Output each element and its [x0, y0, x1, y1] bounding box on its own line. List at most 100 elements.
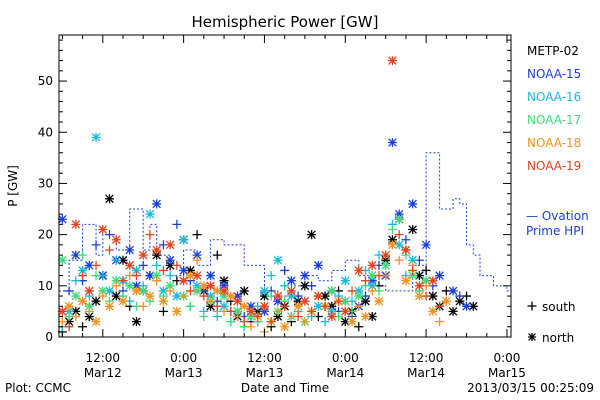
data-point-north — [84, 301, 94, 311]
x-tick-label: 12:00 — [247, 351, 282, 365]
data-point-south — [145, 230, 155, 240]
data-point-south — [212, 250, 222, 260]
data-point-north — [226, 291, 236, 301]
data-point-south — [131, 271, 141, 281]
data-point-south — [300, 317, 310, 327]
data-point-south — [199, 312, 209, 322]
data-point-south — [206, 296, 216, 306]
data-point-south — [354, 301, 364, 311]
data-point-south — [84, 306, 94, 316]
data-point-north — [259, 306, 269, 316]
data-point-north — [414, 281, 424, 291]
data-point-north — [307, 230, 317, 240]
data-point-south — [111, 281, 121, 291]
data-point-north — [84, 260, 94, 270]
data-point-north — [125, 281, 135, 291]
data-point-north — [172, 291, 182, 301]
data-point-south — [320, 301, 330, 311]
data-point-north — [273, 255, 283, 265]
data-point-south — [105, 245, 115, 255]
data-point-north — [219, 286, 229, 296]
data-point-north — [219, 276, 229, 286]
data-point-north — [313, 301, 323, 311]
data-point-north — [158, 296, 168, 306]
data-point-north — [448, 306, 458, 316]
data-point-south — [199, 291, 209, 301]
data-point-south — [280, 301, 290, 311]
data-point-south — [239, 317, 249, 327]
data-point-south — [111, 255, 121, 265]
data-point-north — [313, 260, 323, 270]
data-point-south — [307, 281, 317, 291]
data-point-north — [219, 281, 229, 291]
data-point-north — [179, 265, 189, 275]
x-tick-label: 12:00 — [85, 351, 120, 365]
data-point-north — [327, 301, 337, 311]
data-point-north — [192, 286, 202, 296]
plot-credit: Plot: CCMC — [5, 381, 71, 395]
data-point-north — [185, 265, 195, 275]
x-tick-label: 0:00 — [170, 351, 197, 365]
data-point-north — [462, 301, 472, 311]
data-point-north — [165, 260, 175, 270]
plot-frame — [58, 34, 512, 338]
data-point-north — [441, 296, 451, 306]
data-point-north — [152, 250, 162, 260]
data-point-north — [105, 286, 115, 296]
data-point-north — [327, 312, 337, 322]
x-tick-label: Mar15 — [488, 366, 526, 380]
data-point-north — [91, 317, 101, 327]
data-point-south — [421, 265, 431, 275]
data-point-north — [367, 281, 377, 291]
ovation-hpi-line — [59, 152, 511, 297]
legend-ovation-label: Prime HPI — [526, 224, 584, 238]
x-tick-label: Mar14 — [407, 366, 445, 380]
data-point-south — [78, 250, 88, 260]
data-point-north — [381, 250, 391, 260]
data-point-south — [192, 230, 202, 240]
data-point-south — [226, 317, 236, 327]
y-tick-label: 20 — [38, 228, 53, 242]
data-point-north — [428, 306, 438, 316]
data-point-north — [111, 235, 121, 245]
data-point-north — [428, 291, 438, 301]
data-point-north — [57, 306, 67, 316]
legend-south-label: south — [542, 300, 576, 314]
data-point-north — [280, 322, 290, 332]
data-point-north — [84, 286, 94, 296]
data-point-north — [381, 260, 391, 270]
data-point-north — [340, 306, 350, 316]
data-point-south — [64, 322, 74, 332]
data-point-north — [233, 291, 243, 301]
data-point-south — [185, 286, 195, 296]
data-point-north — [394, 209, 404, 219]
data-point-north — [421, 240, 431, 250]
data-point-south — [91, 260, 101, 270]
x-tick-label: Mar13 — [245, 366, 283, 380]
data-point-south — [165, 271, 175, 281]
data-point-north — [138, 286, 148, 296]
data-point-north — [71, 306, 81, 316]
data-point-south — [158, 265, 168, 275]
data-point-north — [118, 296, 128, 306]
data-point-south — [179, 291, 189, 301]
data-point-north — [131, 265, 141, 275]
data-point-north — [367, 276, 377, 286]
data-point-south — [394, 230, 404, 240]
data-point-north — [64, 317, 74, 327]
data-point-north — [387, 56, 397, 66]
data-point-north — [246, 306, 256, 316]
data-point-north — [313, 291, 323, 301]
data-point-north — [367, 260, 377, 270]
data-point-south — [71, 276, 81, 286]
data-point-north — [286, 286, 296, 296]
data-point-north — [165, 281, 175, 291]
data-point-north — [206, 271, 216, 281]
data-point-north — [158, 286, 168, 296]
data-point-south — [253, 312, 263, 322]
data-point-south — [78, 271, 88, 281]
data-point-south — [387, 225, 397, 235]
data-point-north — [206, 281, 216, 291]
data-point-south — [71, 312, 81, 322]
data-point-north — [253, 306, 263, 316]
